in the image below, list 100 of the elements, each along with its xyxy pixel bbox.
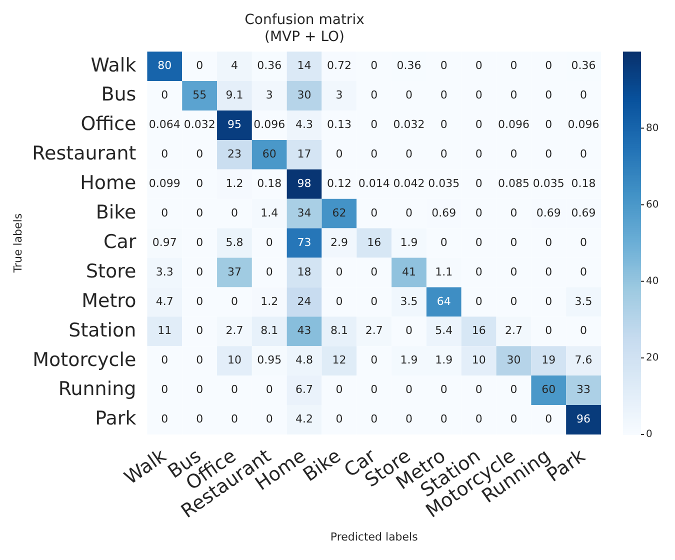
y-tick-label: Motorcycle	[32, 348, 136, 371]
data-label: 12	[332, 354, 346, 367]
data-label: 0	[440, 118, 448, 132]
data-label: 18	[297, 265, 312, 278]
data-label: 0	[196, 354, 204, 367]
data-label: 0	[475, 383, 482, 396]
data-label: 0	[580, 265, 588, 278]
data-label: 3	[266, 88, 273, 102]
data-label: 0	[336, 294, 343, 308]
data-label: 37	[227, 265, 242, 278]
data-label: 0	[196, 59, 204, 72]
data-label: 0	[406, 383, 413, 396]
data-label: 0	[475, 148, 482, 161]
data-label: 10	[472, 354, 486, 367]
data-label: 0	[580, 148, 588, 161]
data-label: 19	[542, 354, 556, 367]
data-label: 14	[297, 59, 312, 72]
data-label: 4.2	[296, 412, 314, 426]
data-label: 0	[545, 294, 552, 308]
data-label: 30	[297, 88, 312, 102]
data-label: 0	[406, 412, 413, 426]
data-label: 7.6	[574, 354, 592, 367]
data-label: 95	[227, 118, 242, 132]
data-label: 0	[510, 412, 518, 426]
y-tick-label: Car	[103, 230, 136, 253]
data-label: 8.1	[260, 324, 278, 338]
data-label: 0	[406, 148, 413, 161]
data-label: 11	[158, 324, 172, 338]
data-label: 64	[436, 294, 451, 308]
data-label: 0	[440, 148, 448, 161]
data-label: 0	[510, 236, 518, 249]
data-label: 0	[230, 383, 238, 396]
data-label: 0	[161, 354, 168, 367]
data-label: 0	[510, 59, 518, 72]
data-label: 0	[510, 206, 518, 220]
data-label: 0	[196, 324, 204, 338]
data-label: 62	[332, 206, 346, 220]
color-bar-label: 20	[646, 352, 659, 364]
data-label: 0	[440, 236, 448, 249]
y-tick-label: Office	[80, 113, 136, 136]
color-bar-label: 40	[646, 276, 659, 287]
data-label: 0	[440, 59, 448, 72]
data-label: 0	[545, 236, 552, 249]
data-label: 33	[576, 383, 591, 396]
data-label: 0.085	[498, 176, 530, 190]
data-label: 0	[440, 383, 448, 396]
data-label: 41	[402, 265, 416, 278]
data-label: 0	[196, 383, 204, 396]
y-axis-title: True labels	[11, 213, 24, 274]
data-label: 17	[297, 148, 312, 161]
data-label: 0	[161, 206, 168, 220]
data-label: 0	[161, 383, 168, 396]
data-label: 0	[510, 88, 518, 102]
data-label: 16	[472, 324, 486, 338]
data-label: 4.7	[156, 294, 174, 308]
data-label: 3.3	[156, 265, 174, 278]
data-label: 0	[196, 294, 204, 308]
data-label: 3.5	[400, 294, 418, 308]
data-label: 23	[227, 148, 242, 161]
data-label: 0	[440, 412, 448, 426]
data-label: 0.36	[257, 59, 282, 72]
data-label: 1.9	[400, 236, 418, 249]
data-label: 0	[370, 206, 378, 220]
data-label: 0	[475, 118, 482, 132]
data-label: 73	[297, 236, 312, 249]
data-label: 1.1	[435, 265, 453, 278]
data-label: 0	[266, 265, 273, 278]
data-label: 0	[475, 294, 482, 308]
data-label: 0	[475, 265, 482, 278]
data-label: 0	[196, 265, 204, 278]
data-label: 0.18	[257, 176, 282, 190]
data-label: 1.2	[226, 176, 244, 190]
data-label: 0	[370, 294, 378, 308]
data-label: 0.035	[532, 176, 564, 190]
data-label: 0	[510, 294, 518, 308]
data-label: 0	[196, 176, 204, 190]
data-label: 98	[297, 176, 312, 190]
data-label: 2.7	[226, 324, 244, 338]
y-tick-label: Park	[95, 408, 136, 430]
data-label: 5.4	[435, 324, 453, 338]
data-label: 24	[297, 294, 312, 308]
data-label: 0.36	[396, 59, 422, 72]
data-label: 0.014	[358, 176, 390, 190]
data-label: 30	[506, 354, 521, 367]
data-label: 55	[192, 88, 207, 102]
data-label: 0	[266, 383, 273, 396]
data-label: 6.7	[296, 383, 314, 396]
y-tick-label: Restaurant	[32, 142, 136, 165]
data-label: 0	[406, 88, 413, 102]
data-label: 0.97	[152, 236, 177, 249]
data-label: 2.7	[504, 324, 522, 338]
data-label: 0	[475, 59, 482, 72]
y-tick-label: Home	[80, 172, 136, 194]
data-label: 0.096	[254, 118, 286, 132]
data-label: 0.69	[571, 206, 596, 220]
data-label: 0.36	[571, 59, 596, 72]
data-label: 0	[545, 324, 552, 338]
data-label: 0.099	[148, 176, 180, 190]
data-label: 0	[580, 88, 588, 102]
data-label: 0	[406, 324, 413, 338]
